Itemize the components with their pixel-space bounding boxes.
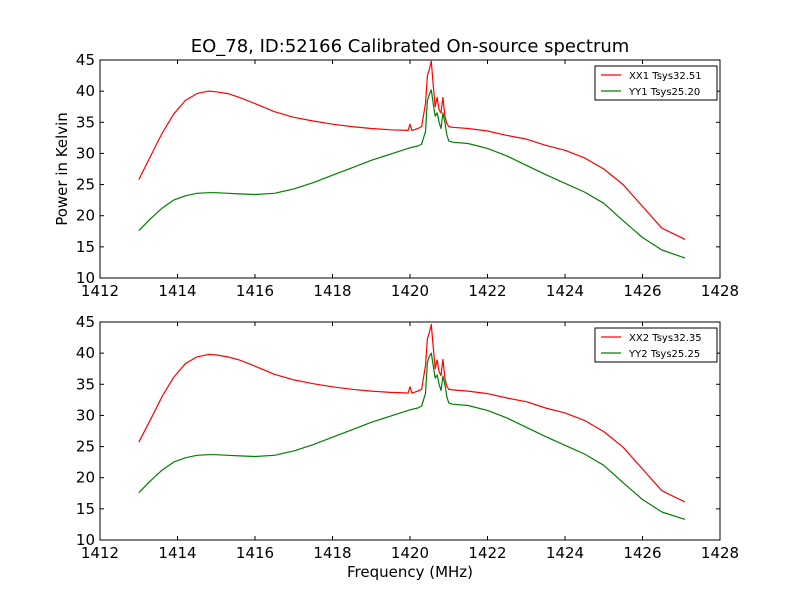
y-tick-label: 25: [76, 176, 95, 194]
y-tick-label: 10: [76, 531, 95, 549]
x-tick-label: 1424: [546, 282, 584, 300]
y-tick-label: 45: [76, 313, 95, 331]
series-line-1-1: [138, 352, 686, 520]
y-tick-label: 20: [76, 469, 95, 487]
x-tick-label: 1422: [468, 282, 506, 300]
series-line-1-0: [138, 323, 686, 503]
legend-box: [594, 327, 718, 363]
x-axis-label: Frequency (MHz): [347, 563, 473, 581]
y-axis-label: Power in Kelvin: [53, 112, 71, 226]
x-tick-label: 1426: [623, 282, 661, 300]
figure-title: EO_78, ID:52166 Calibrated On-source spe…: [191, 36, 630, 57]
y-tick-label: 40: [76, 344, 95, 362]
x-tick-label: 1414: [158, 544, 196, 562]
legend-label: YY1 Tsys25.20: [628, 87, 700, 98]
y-tick-label: 30: [76, 144, 95, 162]
top-panel: 1412 1414 1416 1418 1420 1422 1424 1426 1428 10 15…: [76, 51, 739, 300]
x-tick-label: 1426: [623, 544, 661, 562]
bottom-panel: 1412 1414 1416 1418 1420 1422 1424 1426 1428 10 15…: [76, 313, 739, 562]
x-tick-label: 1412: [81, 282, 119, 300]
series-line-0-1: [138, 89, 686, 259]
x-tick-label: 1418: [313, 282, 351, 300]
legend-box: [594, 65, 718, 101]
y-tick-label: 20: [76, 207, 95, 225]
y-tick-label: 15: [76, 500, 95, 518]
x-tick-label: 1412: [81, 544, 119, 562]
legend-label: XX1 Tsys32.51: [629, 71, 702, 82]
x-tick-label: 1424: [546, 544, 584, 562]
y-tick-label: 40: [76, 82, 95, 100]
x-tick-label: 1422: [468, 544, 506, 562]
x-tick-label: 1420: [391, 282, 429, 300]
y-tick-label: 30: [76, 406, 95, 424]
x-tick-label: 1416: [236, 544, 274, 562]
series-line-0-0: [138, 60, 686, 240]
y-tick-label: 15: [76, 238, 95, 256]
x-tick-label: 1414: [158, 282, 196, 300]
x-tick-label: 1418: [313, 544, 351, 562]
x-tick-label: 1420: [391, 544, 429, 562]
y-tick-label: 35: [76, 113, 95, 131]
y-tick-label: 45: [76, 51, 95, 69]
x-tick-label: 1416: [236, 282, 274, 300]
y-tick-label: 35: [76, 375, 95, 393]
y-tick-label: 25: [76, 438, 95, 456]
legend-label: XX2 Tsys32.35: [629, 333, 702, 344]
legend-label: YY2 Tsys25.25: [628, 349, 700, 360]
x-tick-label: 1428: [701, 544, 739, 562]
x-tick-label: 1428: [701, 282, 739, 300]
y-tick-label: 10: [76, 269, 95, 287]
